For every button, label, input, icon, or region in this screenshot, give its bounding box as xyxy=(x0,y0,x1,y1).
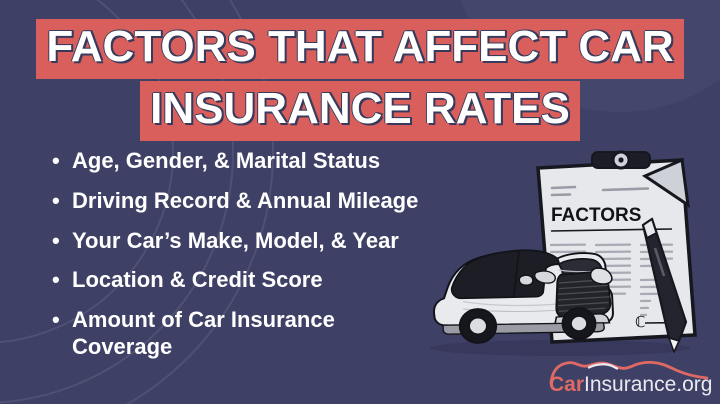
svg-text:ℂ: ℂ xyxy=(635,314,645,331)
svg-text:FACTORS: FACTORS xyxy=(551,205,641,226)
